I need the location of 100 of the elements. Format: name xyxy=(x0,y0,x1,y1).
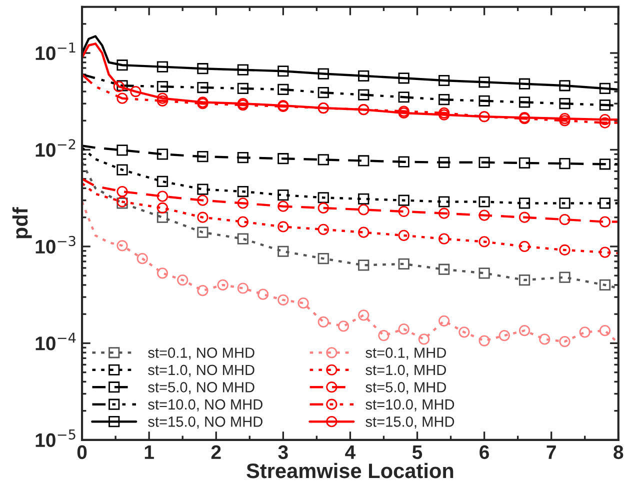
point xyxy=(498,330,510,342)
point xyxy=(237,186,248,198)
point xyxy=(278,200,289,212)
point xyxy=(518,157,530,169)
point xyxy=(197,63,208,74)
point xyxy=(318,253,329,264)
point xyxy=(197,285,208,296)
point xyxy=(156,176,168,188)
point xyxy=(478,236,490,248)
point xyxy=(559,214,570,226)
point xyxy=(398,206,410,218)
point xyxy=(156,212,168,223)
x-tick-label: 0 xyxy=(77,445,87,460)
legend-label: st=1.0, NO MHD xyxy=(148,364,254,377)
point xyxy=(318,224,329,236)
point xyxy=(136,253,148,264)
point xyxy=(378,330,390,342)
legend-label: st=0.1, NO MHD xyxy=(148,348,254,360)
point xyxy=(278,66,289,77)
point xyxy=(478,156,490,168)
point xyxy=(197,82,208,94)
point xyxy=(478,268,490,279)
point xyxy=(197,194,208,206)
point xyxy=(116,80,128,92)
point xyxy=(358,226,370,238)
x-tick-label: 6 xyxy=(480,445,489,460)
point xyxy=(116,164,128,176)
point xyxy=(318,154,329,166)
point xyxy=(156,202,168,214)
legend-label: st=15.0, MHD xyxy=(366,416,454,429)
point xyxy=(358,70,370,82)
point xyxy=(278,221,289,232)
point xyxy=(438,156,450,168)
point xyxy=(438,74,450,86)
point xyxy=(438,315,450,326)
y-axis-title: pdf xyxy=(12,207,32,238)
point xyxy=(438,94,450,106)
point xyxy=(478,335,490,346)
point xyxy=(438,233,450,244)
point xyxy=(237,282,248,294)
point xyxy=(358,155,370,166)
point xyxy=(318,316,329,328)
point xyxy=(358,193,370,205)
point xyxy=(116,186,128,198)
legend-label: st=10.0, MHD xyxy=(366,399,454,412)
point xyxy=(518,274,530,286)
point xyxy=(338,320,350,332)
point xyxy=(599,325,611,336)
point xyxy=(237,233,248,244)
point xyxy=(458,326,470,338)
point xyxy=(278,246,289,257)
point xyxy=(599,117,611,128)
point xyxy=(278,190,289,201)
point xyxy=(257,288,269,300)
point xyxy=(237,64,248,76)
point xyxy=(156,190,168,202)
legend-label: st=1.0, MHD xyxy=(366,364,446,377)
x-axis-title: Streamwise Location xyxy=(246,462,454,478)
point xyxy=(599,114,611,126)
point xyxy=(318,87,329,98)
point xyxy=(478,210,490,221)
x-tick-label: 3 xyxy=(278,445,288,460)
legend-label: st=15.0, NO MHD xyxy=(148,416,262,429)
point xyxy=(197,151,208,162)
point xyxy=(559,272,570,283)
x-tick-label: 2 xyxy=(211,445,221,459)
legend-label: st=5.0, NO MHD xyxy=(148,382,254,394)
legend-label: st=5.0, MHD xyxy=(366,382,446,394)
point xyxy=(478,196,490,208)
point xyxy=(398,156,410,168)
point xyxy=(559,98,570,110)
point xyxy=(237,82,248,94)
point xyxy=(237,152,248,164)
point xyxy=(599,158,611,170)
point xyxy=(559,158,570,170)
point xyxy=(116,240,128,252)
point xyxy=(156,92,168,104)
legend-label: st=0.1, MHD xyxy=(366,348,446,360)
point xyxy=(518,240,530,252)
point xyxy=(438,264,450,275)
point xyxy=(358,260,370,271)
point xyxy=(599,82,611,94)
point xyxy=(539,334,550,345)
y-tick-label: 10$^{−3}$ xyxy=(36,236,76,254)
point xyxy=(177,274,188,286)
x-tick-label: 4 xyxy=(345,446,356,459)
point xyxy=(358,89,370,100)
point xyxy=(599,99,611,111)
legend-label: st=10.0, NO MHD xyxy=(148,399,262,412)
point xyxy=(398,230,410,242)
point xyxy=(358,204,370,216)
point xyxy=(156,148,168,160)
y-tick-label: 10$^{−1}$ xyxy=(36,42,76,60)
point xyxy=(318,68,329,80)
point xyxy=(156,81,168,92)
point xyxy=(398,258,410,270)
point xyxy=(113,81,124,92)
point xyxy=(217,279,228,291)
point xyxy=(237,198,248,209)
point xyxy=(599,279,611,291)
